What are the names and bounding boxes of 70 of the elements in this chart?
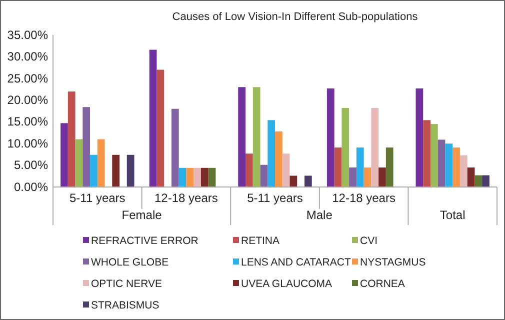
legend-label: WHOLE GLOBE [91, 256, 169, 268]
text: Male [306, 208, 333, 222]
bar [82, 107, 90, 187]
legend-label: STRABISMUS [91, 300, 160, 312]
x-tick-label: 5-11 years [247, 191, 303, 205]
legend-label: REFRACTIVE ERROR [91, 235, 199, 247]
bar [467, 167, 475, 187]
bar [371, 108, 379, 187]
bar [430, 124, 438, 187]
bar [452, 147, 460, 187]
legend-label: LENS AND CATARACT [241, 256, 352, 268]
legend-label: CVI [360, 235, 378, 247]
bar [423, 120, 430, 187]
bar [90, 154, 98, 187]
bar [178, 168, 186, 187]
bar [149, 50, 157, 187]
bar [416, 88, 424, 187]
bar [275, 131, 282, 187]
bar [194, 168, 201, 187]
bar [304, 176, 312, 187]
bar [290, 176, 298, 187]
y-tick-label: 15.00% [7, 114, 48, 129]
y-tick-label: 30.00% [7, 50, 48, 64]
bar [112, 154, 120, 187]
text: Total [440, 208, 466, 222]
bar [334, 147, 342, 187]
bar [75, 139, 83, 187]
bar [386, 147, 394, 187]
bar [326, 88, 334, 187]
bar [60, 123, 68, 187]
legend-label: OPTIC NERVE [91, 278, 162, 290]
x-tick-label: 12-18 years [332, 191, 396, 205]
x-tick-label: 5-11 years [69, 191, 126, 205]
bar [68, 91, 76, 187]
bar [156, 70, 164, 187]
bar [208, 168, 216, 187]
bar [252, 87, 260, 187]
legend-label: RETINA [241, 235, 280, 247]
bar [268, 120, 275, 187]
bar [200, 168, 208, 187]
text: Female [122, 208, 162, 222]
x-tick-label: 12-18 years [154, 191, 218, 205]
y-tick-label: 35.00% [7, 28, 48, 42]
bar [186, 168, 194, 187]
bar [342, 108, 350, 187]
legend-label: NYSTAGMUS [360, 256, 426, 268]
y-tick-label: 10.00% [7, 136, 48, 150]
y-tick-label: 20.00% [7, 92, 48, 107]
bar [126, 154, 134, 187]
y-tick-label: 5.00% [14, 158, 48, 172]
bar [171, 108, 179, 187]
bar [438, 140, 446, 187]
bar [445, 144, 453, 187]
legend-label: UVEA GLAUCOMA [241, 278, 332, 290]
bar [356, 147, 364, 187]
bar [97, 139, 105, 187]
bar [238, 87, 246, 187]
chart-title: Causes of Low Vision-In Different Sub-populations [172, 11, 418, 23]
bar [482, 175, 490, 187]
bar [349, 167, 356, 187]
y-tick-label: 25.00% [7, 71, 48, 86]
legend-label: CORNEA [360, 278, 405, 290]
bar [474, 175, 482, 187]
bar [246, 154, 253, 187]
bar [282, 154, 290, 187]
y-tick-label: 0.00% [14, 180, 48, 194]
bar [378, 167, 386, 187]
bar [460, 155, 468, 187]
bar [260, 164, 268, 187]
bar [364, 167, 372, 187]
